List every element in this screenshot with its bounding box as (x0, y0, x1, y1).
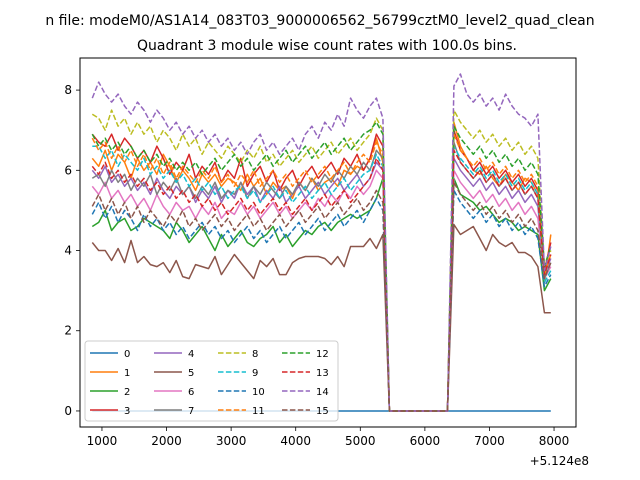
legend-label-10: 10 (252, 387, 265, 398)
x-tick-label: 8000 (539, 434, 570, 448)
x-tick-label: 6000 (410, 434, 441, 448)
legend-label-15: 15 (316, 406, 329, 417)
series-line-14 (91, 73, 552, 412)
plot-area (91, 73, 552, 412)
legend-label-2: 2 (124, 387, 130, 398)
legend-label-4: 4 (188, 349, 194, 360)
legend-label-0: 0 (124, 349, 130, 360)
x-tick-label: 2000 (151, 434, 182, 448)
x-tick-label: 3000 (216, 434, 247, 448)
legend-label-7: 7 (188, 406, 194, 417)
x-tick-label: 1000 (87, 434, 118, 448)
legend-label-3: 3 (124, 406, 130, 417)
series-line-15 (91, 181, 552, 412)
series-line-11 (91, 133, 552, 412)
legend-label-1: 1 (124, 368, 130, 379)
x-tick-label: 4000 (280, 434, 311, 448)
legend-label-5: 5 (188, 368, 194, 379)
axes-frame (79, 57, 577, 428)
x-offset-label: +5.124e8 (530, 454, 589, 468)
y-tick-label: 8 (64, 83, 72, 97)
series-line-9 (92, 145, 552, 412)
legend-label-14: 14 (316, 387, 329, 398)
axes: 1000 2000 3000 4000 5000 6000 7000 8000 0 2 4 6 8 (64, 83, 569, 448)
series-line-13 (91, 149, 552, 412)
y-tick-label: 4 (64, 244, 72, 258)
series-line-10 (91, 189, 552, 412)
chart-suptitle: n file: modeM0/AS1A14_083T03_9000006562_… (45, 13, 594, 29)
legend-label-13: 13 (316, 368, 329, 379)
x-tick-label: 5000 (345, 434, 376, 448)
series-line-7 (91, 141, 552, 412)
series-line-12 (91, 121, 552, 412)
series-line-5 (91, 223, 551, 412)
legend-label-12: 12 (316, 349, 329, 360)
series-line-4 (91, 157, 552, 412)
legend-label-8: 8 (252, 349, 258, 360)
chart-title: Quadrant 3 module wise count rates with … (137, 38, 517, 54)
legend-label-9: 9 (252, 368, 258, 379)
series-line-8 (91, 109, 552, 412)
x-tick-label: 7000 (474, 434, 505, 448)
y-tick-label: 0 (64, 404, 72, 418)
legend-box (84, 340, 339, 422)
y-tick-label: 6 (64, 163, 72, 177)
legend-label-11: 11 (252, 406, 265, 417)
y-tick-label: 2 (64, 324, 72, 338)
legend-label-6: 6 (188, 387, 194, 398)
series-line-6 (91, 169, 552, 412)
